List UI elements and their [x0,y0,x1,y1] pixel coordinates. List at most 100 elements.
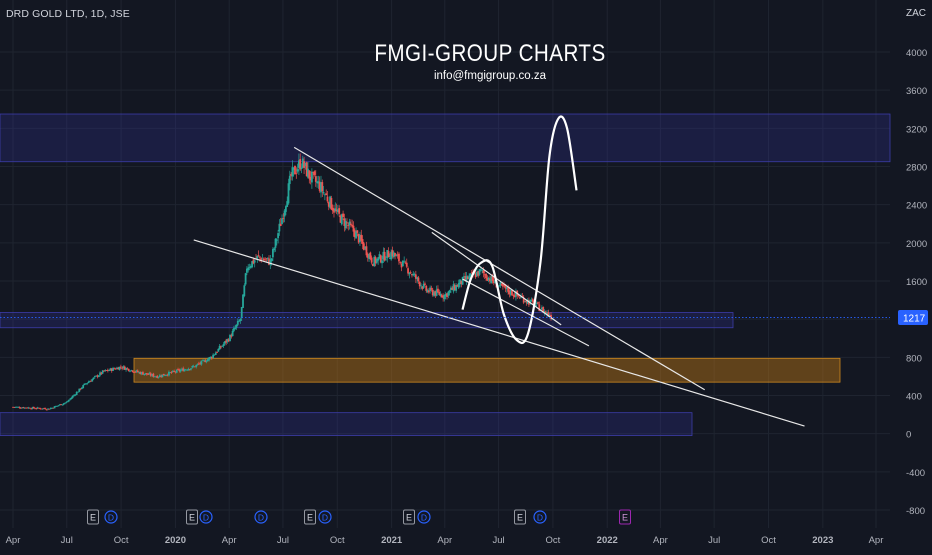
candle-body [138,372,140,373]
candle-body [414,274,417,279]
candle-body [97,375,100,378]
candle-body [409,272,412,274]
candle-body [447,291,450,296]
candle-body [482,270,485,274]
candle-body [74,394,77,396]
candle-body [317,181,320,184]
candle-body [157,376,160,378]
candle-body [30,408,33,410]
candle-body [223,341,226,344]
candle-body [490,276,493,283]
candle-body [353,230,356,238]
projection-path [461,115,578,345]
candle-body [114,368,117,370]
candle-body [351,224,354,227]
candle-body [296,169,299,172]
x-tick-label: Apr [653,535,668,546]
candle-body [301,158,304,168]
candle-body [205,361,208,363]
current-zone [0,312,734,329]
candle-body [38,407,40,409]
candle-body [275,239,278,241]
candle-body [240,307,243,319]
candle-body [119,366,122,368]
candle-body [14,406,17,408]
candle-body [13,406,16,408]
candle-body [287,183,290,204]
candle-body [444,293,447,297]
candle-body [450,287,452,290]
candle-body [307,168,309,178]
candle-body [270,258,273,262]
candle-body [346,222,348,224]
candle-body [190,368,192,370]
candle-body [82,385,85,389]
earnings-marker-label: E [189,513,195,523]
grid [0,0,890,528]
candle-body [438,291,441,295]
candle-body [515,291,517,297]
candle-body [466,277,469,280]
candle-body [41,408,44,410]
candle-body [49,408,52,410]
candle-body [483,274,486,276]
candle-body [132,372,135,373]
candle-body [420,285,422,287]
candle-body [264,259,267,261]
candle-body [405,262,408,267]
candle-body [242,294,244,308]
candle-body [194,366,196,368]
candle-body [335,209,338,212]
candle-body [526,299,529,304]
candle-body [155,376,157,378]
earnings-marker-label: E [307,513,313,523]
candle-body [478,269,481,275]
candle-body [247,267,250,271]
candle-body [417,277,420,282]
symbol-title[interactable]: DRD GOLD LTD, 1D, JSE [6,8,130,20]
candle-body [227,339,230,342]
candle-body [43,408,46,409]
candle-body [505,287,508,290]
candle-body [184,369,187,371]
candle-body [265,258,268,260]
candles [12,153,554,411]
x-tick-label: Oct [330,535,345,546]
candle-body [175,369,178,373]
candle-body [262,258,265,261]
candle-body [439,293,442,297]
x-tick-label: 2022 [597,535,618,546]
candle-body [235,324,238,328]
candle-body [361,239,364,244]
candle-body [86,383,88,385]
x-tick-label: Jul [708,535,720,546]
candle-body [233,328,235,331]
candle-body [161,374,164,378]
candle-body [204,360,207,363]
dividend-marker [199,510,213,524]
candle-body [312,171,315,173]
candle-body [400,263,403,268]
candle-body [379,255,382,263]
candle-body [25,407,27,409]
candle-body [395,255,398,257]
x-tick-label: Oct [114,535,129,546]
candle-body [186,369,189,371]
candle-body [305,162,308,177]
watermark-title: FMGI-GROUP CHARTS [374,40,606,67]
candle-body [214,352,217,355]
wedge-lower [462,278,590,347]
candle-body [260,258,263,262]
earnings-marker-label: E [517,513,523,523]
candle-body [256,255,259,259]
candle-body [75,391,78,395]
candle-body [456,285,459,287]
candle-body [134,371,137,373]
candle-body [430,288,433,290]
candle-body [249,265,252,268]
candle-body [130,369,133,371]
candle-body [152,373,155,377]
candle-body [15,406,18,408]
